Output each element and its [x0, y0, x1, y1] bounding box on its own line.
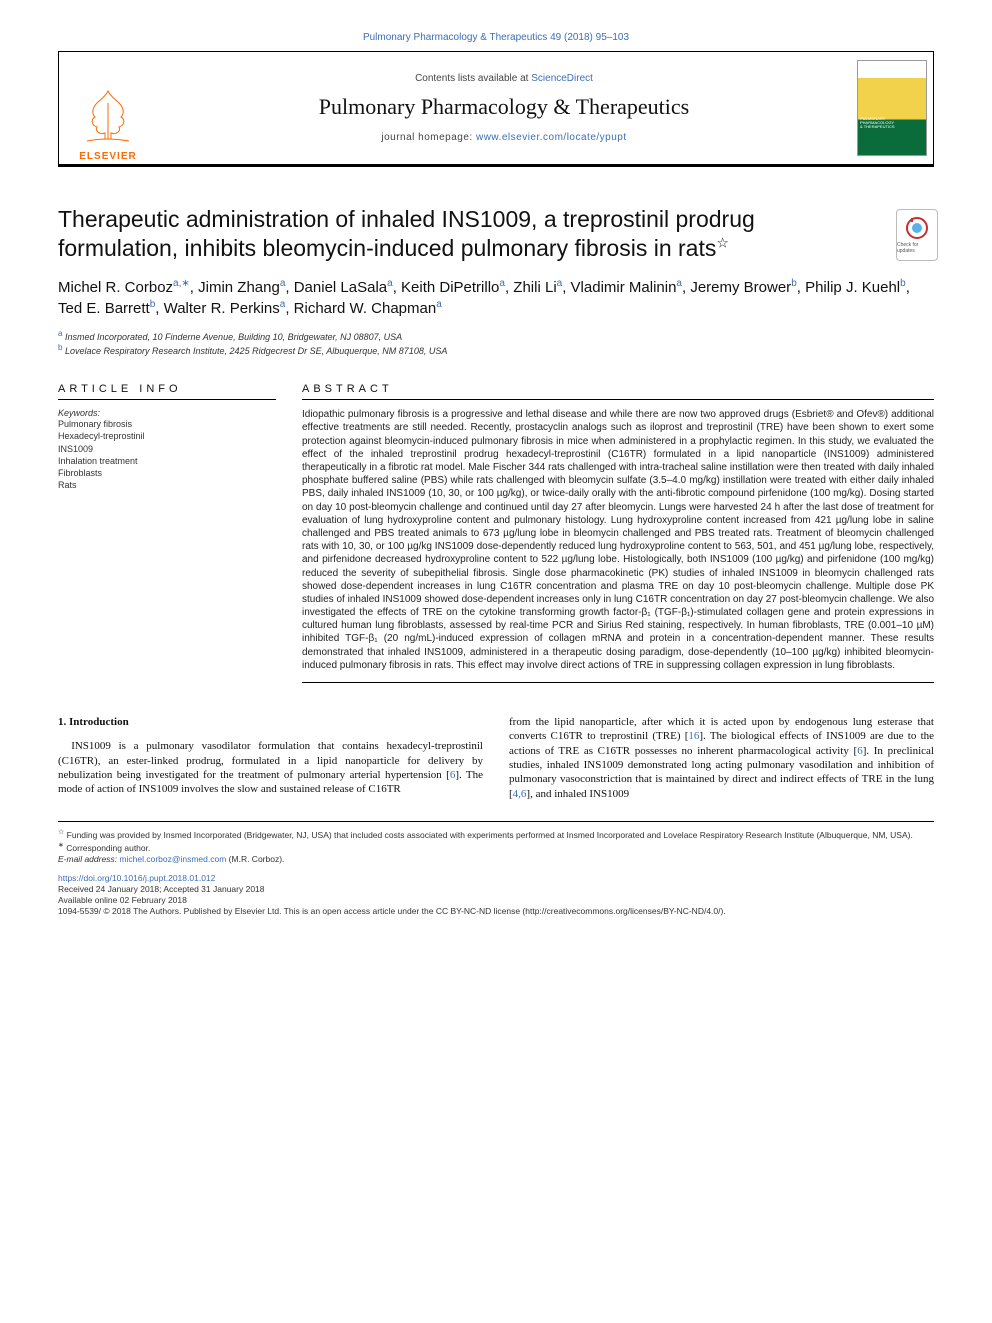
article-info-heading: ARTICLE INFO [58, 383, 276, 400]
citation-link[interactable]: 16 [688, 730, 699, 742]
funding-footnote: ☆ Funding was provided by Insmed Incorpo… [58, 828, 934, 841]
body-columns: 1. Introduction INS1009 is a pulmonary v… [58, 715, 934, 801]
title-footnote-mark: ☆ [716, 234, 729, 250]
elsevier-logo: ELSEVIER [59, 52, 157, 164]
cover-thumbnail: PULMONARY PHARMACOLOGY & THERAPEUTICS [851, 52, 933, 164]
citation-link[interactable]: 6 [857, 745, 863, 757]
cover-title-small: PULMONARY PHARMACOLOGY & THERAPEUTICS [860, 117, 924, 130]
affiliations: a Insmed Incorporated, 10 Finderne Avenu… [58, 329, 934, 357]
check-updates-icon [905, 216, 929, 240]
keywords-label: Keywords: [58, 408, 276, 418]
corresponding-footnote: ∗ Corresponding author. [58, 841, 934, 854]
email-label: E-mail address: [58, 854, 119, 864]
authors-line: Michel R. Corboza,∗, Jimin Zhanga, Danie… [58, 277, 934, 320]
homepage-link[interactable]: www.elsevier.com/locate/ypupt [476, 132, 627, 143]
publication-info: https://doi.org/10.1016/j.pupt.2018.01.0… [58, 873, 934, 917]
article-title-text: Therapeutic administration of inhaled IN… [58, 206, 755, 261]
email-footnote: E-mail address: michel.corboz@insmed.com… [58, 854, 934, 865]
journal-name: Pulmonary Pharmacology & Therapeutics [319, 94, 689, 120]
cover-image: PULMONARY PHARMACOLOGY & THERAPEUTICS [857, 60, 927, 156]
abstract-block: ABSTRACT Idiopathic pulmonary fibrosis i… [302, 383, 934, 683]
doi-link[interactable]: https://doi.org/10.1016/j.pupt.2018.01.0… [58, 873, 215, 883]
homepage-line: journal homepage: www.elsevier.com/locat… [381, 132, 626, 143]
abstract-text: Idiopathic pulmonary fibrosis is a progr… [302, 408, 934, 683]
funding-mark: ☆ [58, 829, 64, 836]
affiliation-b: b Lovelace Respiratory Research Institut… [58, 343, 934, 357]
footnotes: ☆ Funding was provided by Insmed Incorpo… [58, 821, 934, 865]
check-for-updates-badge[interactable]: Check for updates [896, 209, 938, 261]
homepage-label: journal homepage: [381, 132, 476, 143]
article-info-block: ARTICLE INFO Keywords: Pulmonary fibrosi… [58, 383, 276, 683]
email-attrib: (M.R. Corboz). [226, 854, 284, 864]
journal-citation: Pulmonary Pharmacology & Therapeutics 49… [58, 32, 934, 43]
elsevier-wordmark: ELSEVIER [79, 151, 136, 162]
contents-available-text: Contents lists available at [415, 73, 531, 84]
sciencedirect-link[interactable]: ScienceDirect [531, 73, 593, 84]
available-online: Available online 02 February 2018 [58, 895, 934, 906]
abstract-heading: ABSTRACT [302, 383, 934, 400]
intro-para-1-cont: from the lipid nanoparticle, after which… [509, 715, 934, 801]
article-title: Therapeutic administration of inhaled IN… [58, 205, 798, 263]
contents-available-line: Contents lists available at ScienceDirec… [415, 73, 593, 84]
email-link[interactable]: michel.corboz@insmed.com [119, 854, 226, 864]
body-col-right: from the lipid nanoparticle, after which… [509, 715, 934, 801]
check-updates-label: Check for updates [897, 242, 937, 254]
affiliation-a: a Insmed Incorporated, 10 Finderne Avenu… [58, 329, 934, 343]
body-col-left: 1. Introduction INS1009 is a pulmonary v… [58, 715, 483, 801]
received-accepted: Received 24 January 2018; Accepted 31 Ja… [58, 884, 934, 895]
masthead: ELSEVIER Contents lists available at Sci… [58, 51, 934, 167]
elsevier-tree-icon [73, 79, 143, 149]
issn-license: 1094-5539/ © 2018 The Authors. Published… [58, 906, 934, 917]
keywords-list: Pulmonary fibrosisHexadecyl-treprostinil… [58, 418, 276, 491]
intro-para-1: INS1009 is a pulmonary vasodilator formu… [58, 739, 483, 796]
corr-mark: ∗ [58, 842, 64, 849]
masthead-center: Contents lists available at ScienceDirec… [157, 52, 851, 164]
citation-link[interactable]: 6 [450, 769, 456, 781]
intro-heading: 1. Introduction [58, 715, 483, 729]
citation-link[interactable]: 4,6 [513, 788, 527, 800]
